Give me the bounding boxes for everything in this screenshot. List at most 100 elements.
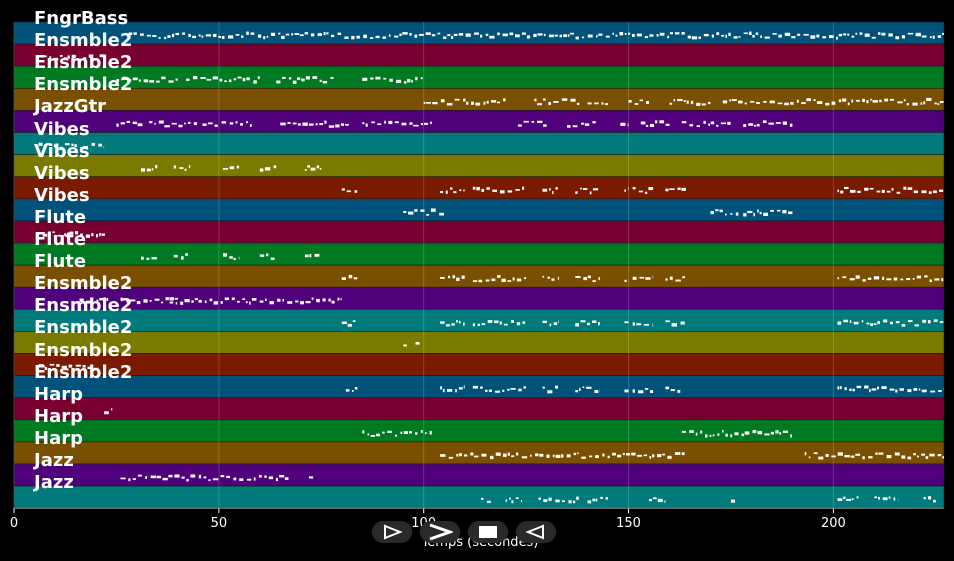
note xyxy=(478,279,483,283)
note xyxy=(901,324,906,327)
note xyxy=(776,209,781,212)
note xyxy=(503,98,506,102)
note xyxy=(270,32,276,36)
note xyxy=(682,276,686,279)
stop-button[interactable] xyxy=(468,521,508,543)
note xyxy=(198,34,201,37)
note xyxy=(784,32,791,36)
note xyxy=(598,33,603,36)
note xyxy=(487,500,491,504)
note xyxy=(576,102,580,105)
note xyxy=(237,76,242,79)
note xyxy=(141,256,144,260)
note xyxy=(782,430,788,433)
note xyxy=(624,389,629,393)
note xyxy=(501,278,506,283)
note xyxy=(592,498,595,502)
note xyxy=(511,455,515,458)
note xyxy=(846,498,852,502)
note xyxy=(456,453,459,457)
note xyxy=(877,321,880,325)
note xyxy=(226,475,231,479)
note xyxy=(906,103,909,106)
note xyxy=(174,297,178,300)
note xyxy=(716,32,720,36)
note xyxy=(507,280,512,282)
note xyxy=(624,33,627,35)
note xyxy=(932,35,935,39)
note xyxy=(146,168,151,172)
note xyxy=(277,298,281,302)
note xyxy=(315,123,318,126)
note xyxy=(42,55,47,58)
note xyxy=(933,319,938,322)
note xyxy=(624,321,629,324)
note xyxy=(756,102,760,105)
track-lane xyxy=(13,21,945,45)
note xyxy=(454,98,460,101)
note xyxy=(876,386,880,390)
note xyxy=(681,430,686,433)
note xyxy=(888,33,893,37)
note xyxy=(890,321,893,325)
prev-button[interactable] xyxy=(516,521,556,543)
note xyxy=(836,36,838,40)
note xyxy=(879,99,882,103)
note xyxy=(371,121,375,124)
note xyxy=(778,34,782,38)
prev-icon xyxy=(525,524,544,540)
note xyxy=(818,456,824,460)
note xyxy=(883,319,888,323)
note xyxy=(521,456,528,459)
next-button[interactable] xyxy=(420,521,460,543)
note xyxy=(308,476,314,479)
note xyxy=(605,35,610,38)
note xyxy=(669,276,673,280)
note xyxy=(927,496,932,500)
note xyxy=(538,497,541,500)
note xyxy=(458,33,464,36)
note xyxy=(743,124,747,128)
note xyxy=(345,123,349,126)
note xyxy=(431,34,436,37)
note xyxy=(561,500,565,503)
note xyxy=(539,453,544,457)
note xyxy=(461,275,465,279)
note xyxy=(133,32,137,35)
note xyxy=(551,278,555,281)
note xyxy=(869,188,874,190)
note xyxy=(575,191,578,194)
note xyxy=(351,390,354,392)
note xyxy=(849,388,852,391)
track-label: Ensmble2 xyxy=(34,361,133,383)
note xyxy=(483,101,486,105)
note xyxy=(512,277,515,281)
note xyxy=(838,33,843,37)
play-button[interactable] xyxy=(372,521,412,543)
note xyxy=(346,190,351,193)
note xyxy=(340,123,344,126)
note xyxy=(45,143,51,146)
note xyxy=(537,120,543,123)
note xyxy=(440,190,444,194)
note xyxy=(88,54,92,58)
note xyxy=(703,33,709,37)
note xyxy=(649,456,652,459)
note xyxy=(152,35,157,37)
note xyxy=(187,121,191,124)
note xyxy=(481,497,484,500)
note xyxy=(311,297,314,300)
note xyxy=(934,102,937,105)
note xyxy=(588,455,593,458)
note xyxy=(143,299,148,303)
tick-label: 200 xyxy=(820,516,846,531)
note xyxy=(317,33,323,36)
note xyxy=(526,35,530,39)
note xyxy=(458,387,463,390)
note xyxy=(54,57,59,61)
note xyxy=(554,34,558,37)
note xyxy=(632,389,635,393)
note xyxy=(875,452,878,455)
note xyxy=(326,32,329,35)
note xyxy=(474,455,479,458)
